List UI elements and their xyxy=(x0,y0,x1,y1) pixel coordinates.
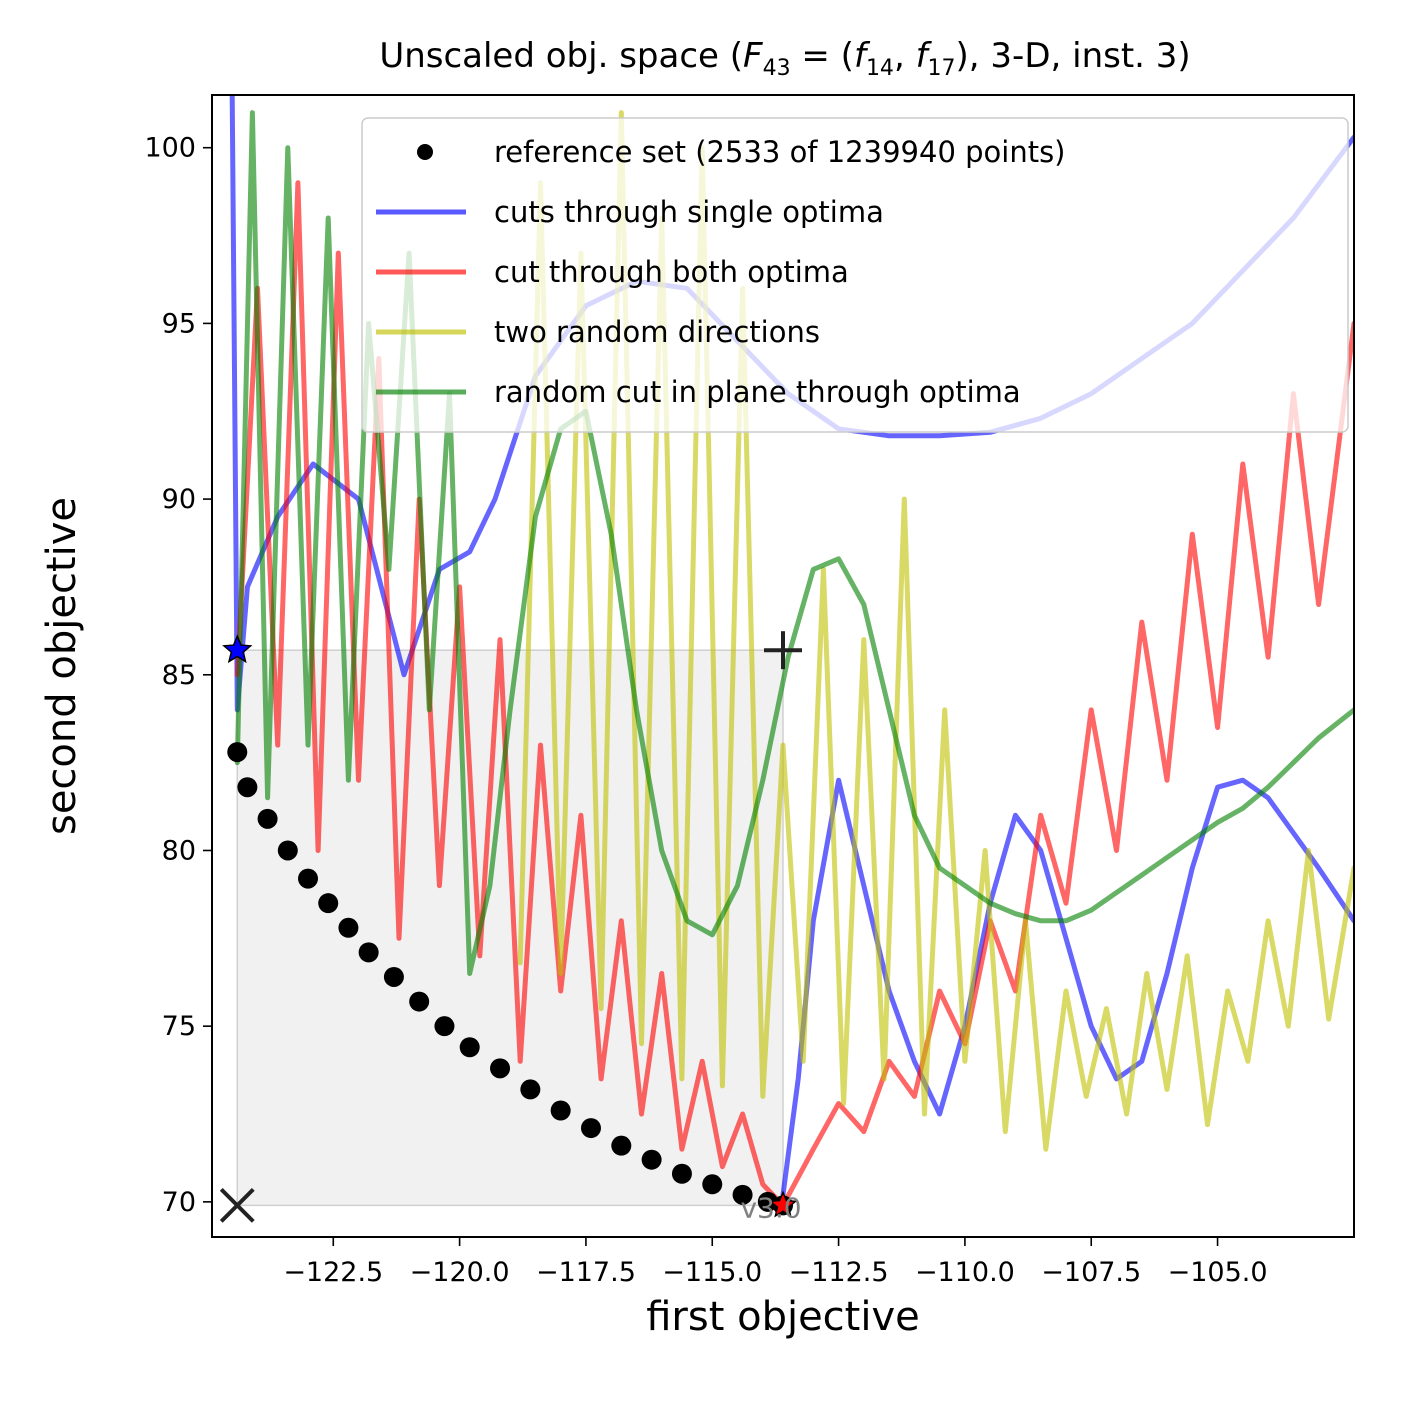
x-tick-label: −120.0 xyxy=(410,1257,510,1288)
legend-label: cut through both optima xyxy=(494,255,849,289)
reference-point xyxy=(671,1163,692,1184)
x-axis-label: first objective xyxy=(646,1294,920,1340)
x-tick-label: −110.0 xyxy=(915,1257,1015,1288)
x-tick-label: −117.5 xyxy=(536,1257,636,1288)
ideal-point-marker xyxy=(219,1187,255,1223)
series-line-2 xyxy=(234,180,786,1208)
reference-point xyxy=(490,1058,511,1079)
nadir-point-marker xyxy=(764,631,802,670)
reference-point xyxy=(520,1079,541,1100)
legend-swatch xyxy=(417,144,433,160)
x-tick-label: −107.5 xyxy=(1041,1257,1141,1288)
y-tick-label: 80 xyxy=(162,835,196,866)
reference-point xyxy=(434,1016,455,1037)
reference-point xyxy=(358,942,379,963)
reference-point xyxy=(757,1191,778,1212)
y-tick-label: 95 xyxy=(162,308,196,339)
legend-label: cuts through single optima xyxy=(494,195,884,229)
reference-point xyxy=(257,808,278,829)
y-tick-label: 75 xyxy=(162,1011,196,1042)
reference-point xyxy=(641,1149,662,1170)
reference-point xyxy=(227,742,248,763)
reference-point xyxy=(298,868,319,889)
reference-point xyxy=(611,1135,632,1156)
legend-entry: cuts through single optima xyxy=(376,195,884,229)
x-tick-label: −112.5 xyxy=(789,1257,889,1288)
series-line-3 xyxy=(780,320,1354,1208)
reference-point xyxy=(318,893,339,914)
legend-box xyxy=(361,117,1349,433)
reference-set xyxy=(227,742,793,1216)
axes-frame xyxy=(211,94,1355,1238)
y-tick-label: 90 xyxy=(162,484,196,515)
y-tick-label: 85 xyxy=(162,660,196,691)
reference-point xyxy=(237,777,258,798)
y-tick-label: 70 xyxy=(162,1187,196,1218)
legend: reference set (2533 of 1239940 points) cu… xyxy=(361,117,1349,433)
reference-point xyxy=(550,1100,571,1121)
series-line-5 xyxy=(234,110,1354,976)
x-tick-label: −122.5 xyxy=(283,1257,383,1288)
x-tick-label: −105.0 xyxy=(1168,1257,1268,1288)
legend-entry: cut through both optima xyxy=(376,255,849,289)
x-axis-ticks: −122.5 −120.0 −117.5 −115.0 −112.5 −110.0 −107… xyxy=(283,1237,1268,1288)
optimum-1-star xyxy=(222,634,253,664)
markers-layer xyxy=(219,631,802,1223)
optimum-2-star xyxy=(768,1190,798,1218)
reference-point xyxy=(409,991,430,1012)
y-tick-label: 100 xyxy=(144,133,196,164)
reference-point xyxy=(459,1037,480,1058)
chart-title: Unscaled obj. space (F43 = (f14, f17), 3… xyxy=(379,36,1190,81)
x-tick-label: −115.0 xyxy=(662,1257,762,1288)
legend-entry: two random directions xyxy=(376,315,820,349)
reference-point xyxy=(277,840,298,861)
series-line-1 xyxy=(780,777,1354,1198)
y-axis-label: second objective xyxy=(39,497,85,835)
legend-entry: reference set (2533 of 1239940 points) xyxy=(417,135,1066,169)
reference-point xyxy=(338,917,359,938)
version-label: v3.0 xyxy=(740,1191,801,1224)
reference-point xyxy=(702,1174,723,1195)
legend-label: reference set (2533 of 1239940 points) xyxy=(494,135,1066,169)
reference-point xyxy=(383,966,404,987)
legend-label: two random directions xyxy=(494,315,820,349)
reference-point xyxy=(580,1118,601,1139)
legend-entry: random cut in plane through optima xyxy=(376,375,1021,409)
reference-point xyxy=(732,1184,753,1205)
y-axis-ticks: 70 75 80 85 90 95 100 xyxy=(144,133,212,1218)
legend-label: random cut in plane through optima xyxy=(494,375,1021,409)
